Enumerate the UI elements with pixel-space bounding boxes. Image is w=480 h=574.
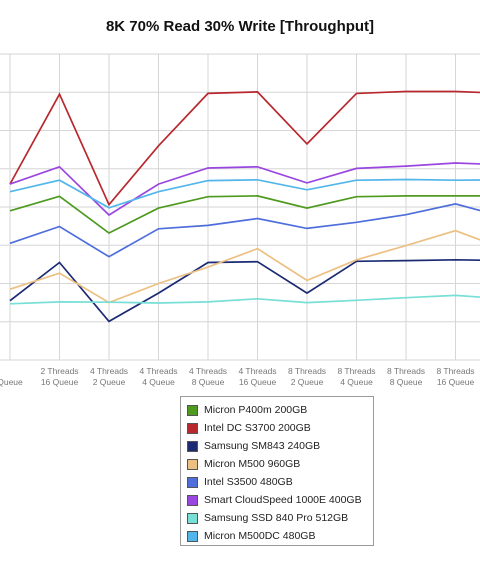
x-tick-label: 8 Threads [337, 366, 375, 376]
x-tick-label: 8 Queue [390, 377, 423, 387]
x-tick-label: Queue [0, 377, 23, 387]
series-line [9, 178, 480, 209]
legend-label: Intel S3500 480GB [204, 476, 293, 488]
legend-swatch [187, 476, 198, 488]
legend-item: Samsung SM843 240GB [187, 437, 373, 455]
legend-label: Samsung SM843 240GB [204, 440, 321, 452]
legend-item: Micron M500 960GB [187, 455, 373, 473]
legend-item: Intel DC S3700 200GB [187, 419, 373, 437]
legend-swatch [187, 530, 198, 542]
series-line [9, 90, 480, 207]
x-tick-label: 8 Queue [192, 377, 225, 387]
legend-label: Micron M500DC 480GB [204, 530, 316, 542]
legend: Micron P400m 200GB Intel DC S3700 200GB Sa… [180, 396, 374, 546]
legend-item: Samsung SSD 840 Pro 512GB [187, 509, 373, 527]
series-line [9, 229, 480, 304]
legend-label: Samsung SSD 840 Pro 512GB [204, 512, 349, 524]
x-tick-label: 4 Threads [139, 366, 177, 376]
legend-swatch [187, 404, 198, 416]
legend-swatch [187, 440, 198, 452]
series-line [9, 294, 480, 305]
legend-swatch [187, 494, 198, 506]
x-tick-label: 4 Queue [142, 377, 175, 387]
legend-swatch [187, 512, 198, 524]
legend-item: Smart CloudSpeed 1000E 400GB [187, 491, 373, 509]
x-tick-label: 4 Threads [189, 366, 227, 376]
x-tick-label: 8 Threads [436, 366, 474, 376]
legend-label: Micron P400m 200GB [204, 404, 308, 416]
x-tick-label: 2 Threads [40, 366, 78, 376]
legend-swatch [187, 422, 198, 434]
x-tick-label: 16 Queue [239, 377, 277, 387]
legend-label: Micron M500 960GB [204, 458, 301, 470]
x-tick-label: 4 Threads [90, 366, 128, 376]
series-line [9, 203, 480, 258]
legend-item: Intel S3500 480GB [187, 473, 373, 491]
x-tick-label: 16 Queue [41, 377, 79, 387]
x-tick-label: 8 Threads [387, 366, 425, 376]
chart-title: 8K 70% Read 30% Write [Throughput] [105, 18, 375, 35]
legend-item: Micron P400m 200GB [187, 401, 373, 419]
x-tick-label: 4 Threads [238, 366, 276, 376]
series-line [9, 258, 480, 323]
legend-swatch [187, 458, 198, 470]
x-tick-label: 2 Queue [93, 377, 126, 387]
legend-label: Intel DC S3700 200GB [204, 422, 311, 434]
x-tick-label: 4 Queue [340, 377, 373, 387]
x-tick-label: 2 Queue [291, 377, 324, 387]
x-tick-label: 16 Queue [437, 377, 475, 387]
legend-item: Micron M500DC 480GB [187, 527, 373, 545]
x-tick-label: 8 Threads [288, 366, 326, 376]
legend-label: Smart CloudSpeed 1000E 400GB [204, 494, 362, 506]
series-line [9, 195, 480, 234]
